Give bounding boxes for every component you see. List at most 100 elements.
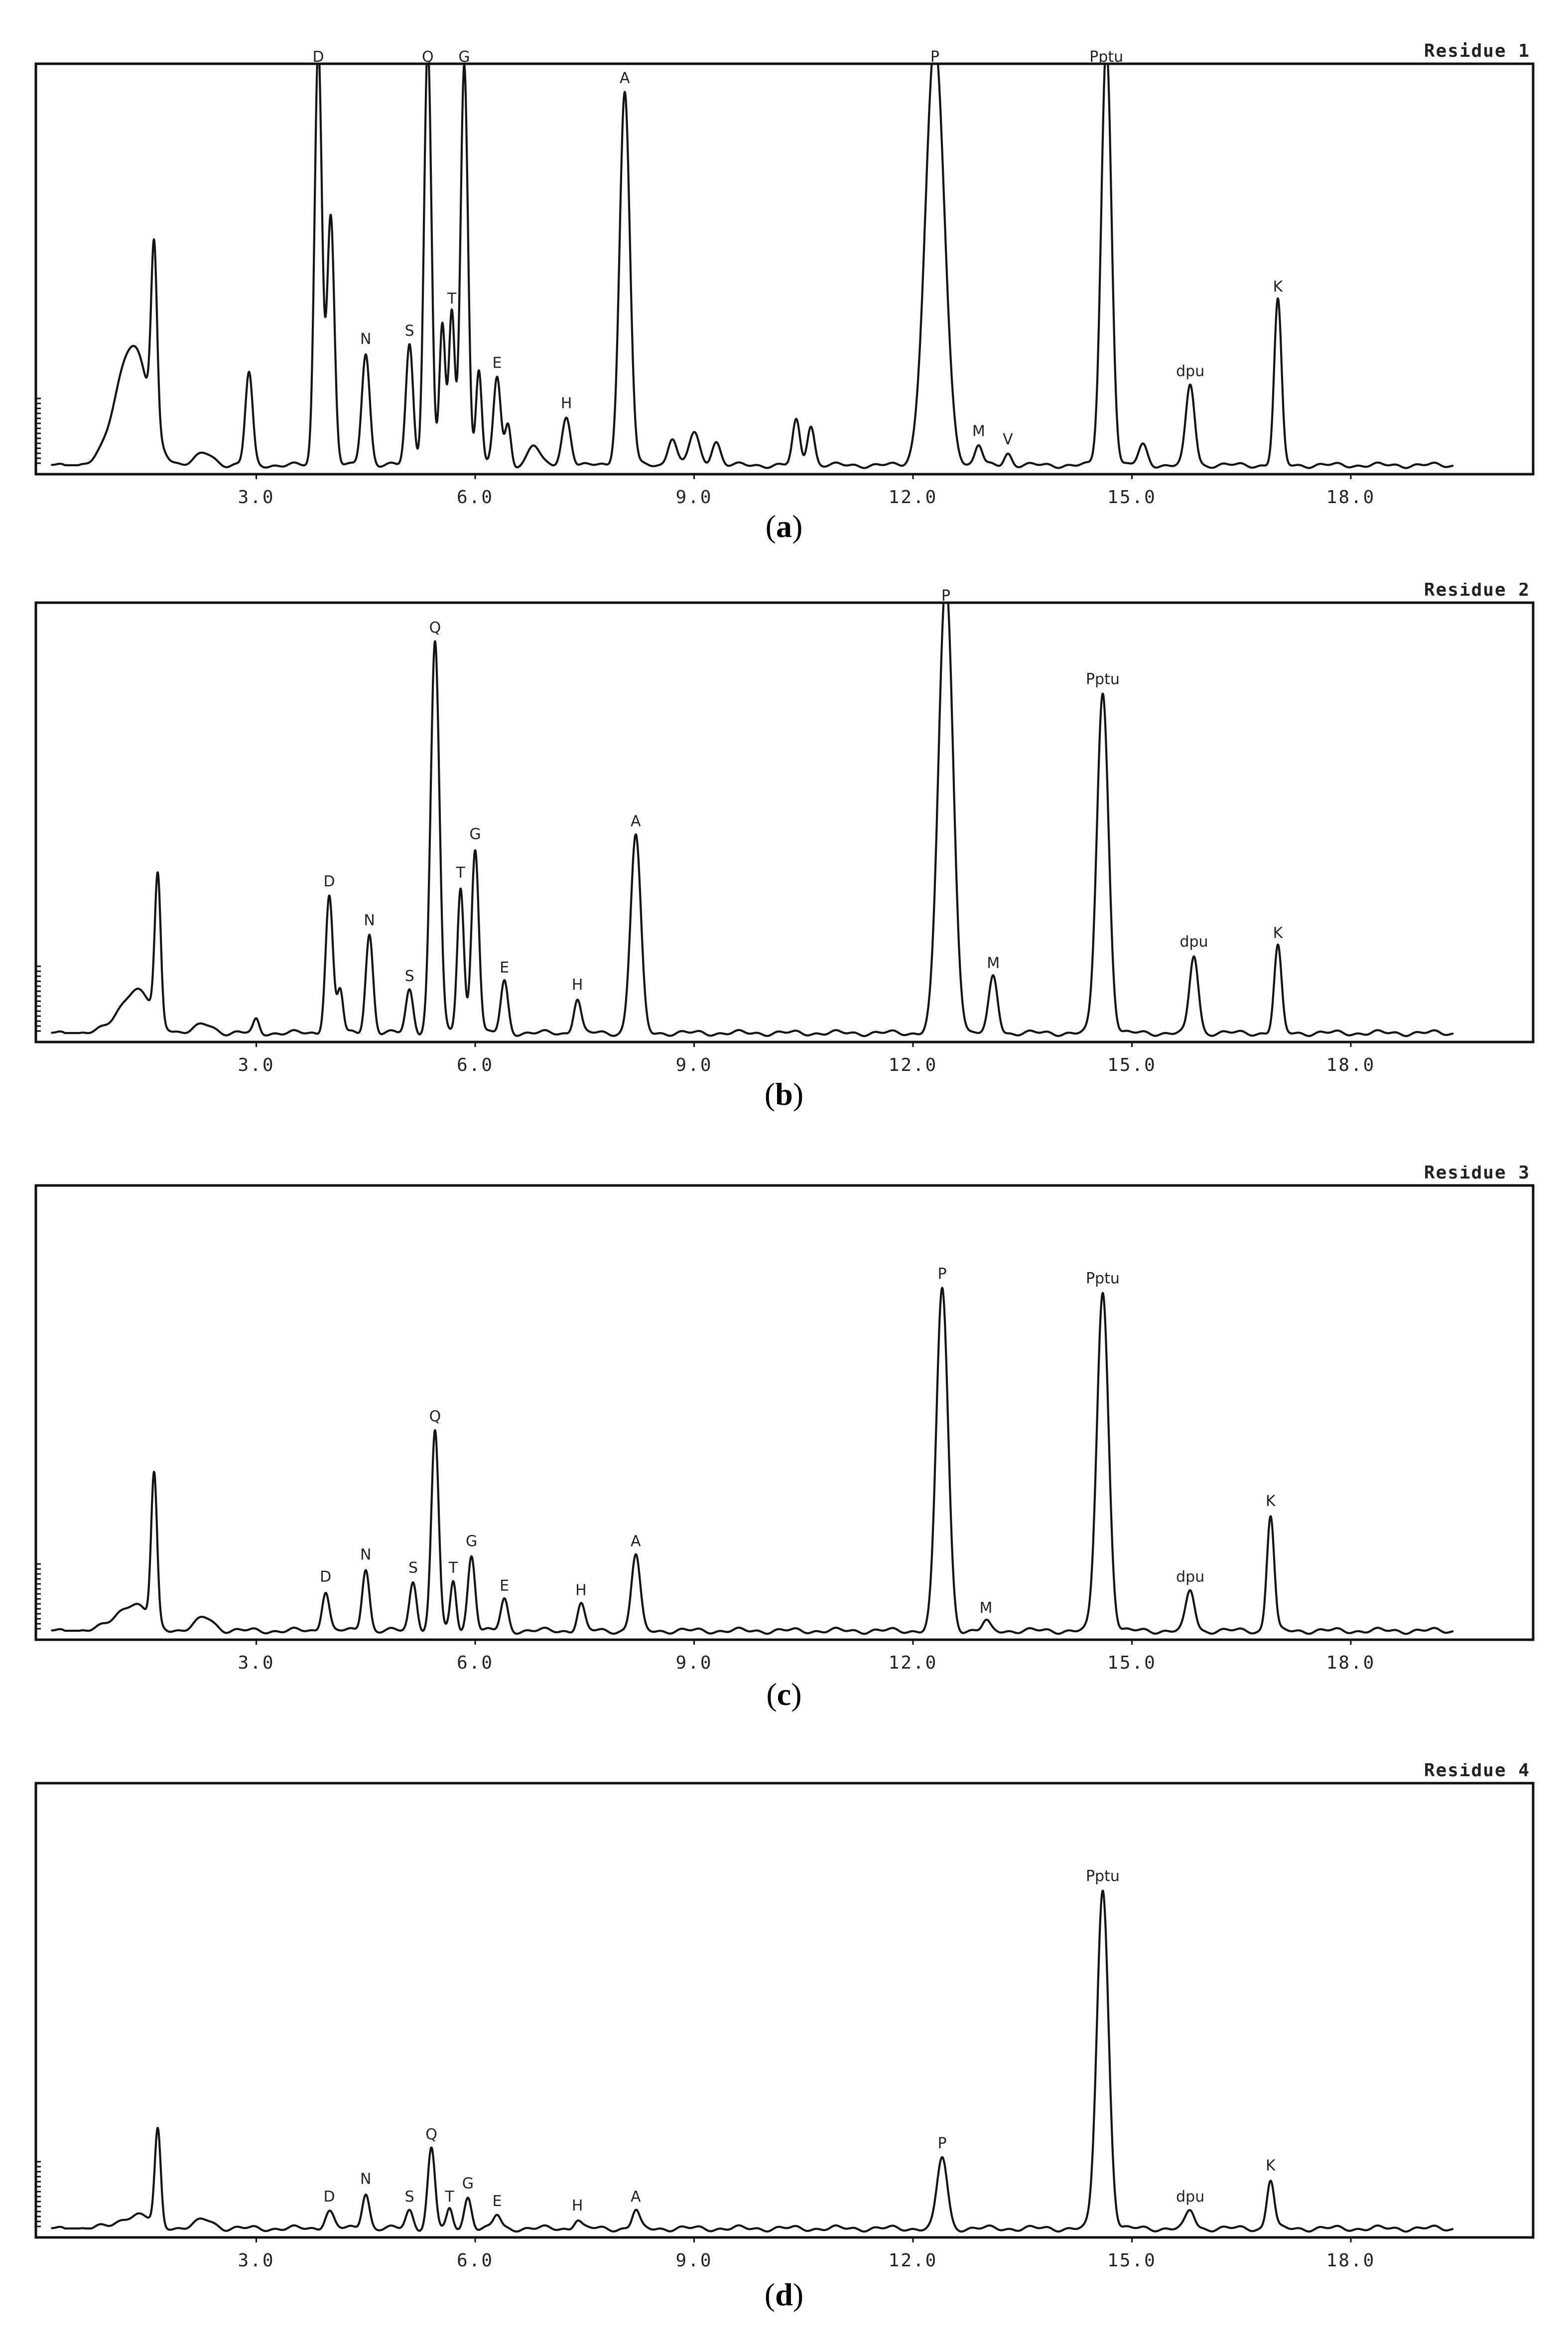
peak-label: D: [323, 873, 335, 891]
x-tick-label: 12.0: [889, 1055, 938, 1075]
peak-label: Pptu: [1086, 1270, 1120, 1288]
peak-label: N: [360, 1546, 371, 1564]
x-tick-label: 12.0: [889, 1653, 938, 1673]
chromatogram-panel-b: 3.0 6.0 9.0 12.0 15.0 18.0 Residue 2 D N S Q T G E H A P…: [0, 583, 1568, 1126]
x-tick-label: 12.0: [889, 2250, 938, 2271]
peak-label: Q: [425, 2126, 437, 2143]
x-tick-label: 9.0: [675, 1653, 712, 1673]
x-tick-label: 15.0: [1107, 2250, 1157, 2271]
peak-label: A: [631, 2188, 641, 2206]
chromatogram-trace: [51, 1889, 1454, 2233]
peak-label: A: [631, 813, 641, 830]
panel-letter: c: [777, 1677, 791, 1712]
panel-caption: (b): [764, 1076, 804, 1112]
x-tick-label: 18.0: [1326, 2250, 1376, 2271]
peak-label: dpu: [1176, 363, 1204, 380]
peak-label: T: [445, 2188, 455, 2206]
x-tick-label: 3.0: [238, 487, 274, 508]
peak-label: A: [631, 1533, 641, 1550]
x-tick-label: 9.0: [675, 2250, 712, 2271]
peak-label: P: [941, 587, 950, 605]
x-tick-label: 18.0: [1326, 1055, 1376, 1075]
peak-label: H: [575, 1581, 587, 1599]
panel-caption: (d): [764, 2277, 804, 2312]
peak-label: D: [312, 48, 324, 66]
peak-label: S: [405, 322, 414, 340]
x-tick-label: 3.0: [238, 2250, 274, 2271]
peak-label: K: [1273, 278, 1284, 296]
peak-label: N: [360, 330, 371, 348]
panel-caption: (c): [766, 1677, 802, 1712]
peak-label: G: [458, 48, 470, 66]
peak-label: Q: [429, 1408, 441, 1426]
peak-label: S: [405, 2188, 414, 2206]
x-tick-label: 6.0: [457, 2250, 494, 2271]
x-tick-label: 6.0: [457, 1653, 494, 1673]
panel-letter: d: [775, 2277, 793, 2312]
peak-label: dpu: [1176, 2188, 1204, 2206]
peak-label: S: [408, 1560, 418, 1577]
panel-caption: (a): [765, 509, 803, 544]
peak-label: H: [572, 976, 583, 994]
residue-title: Residue 1: [1424, 41, 1530, 61]
peak-label: K: [1266, 2157, 1276, 2175]
peak-label: A: [620, 69, 630, 87]
residue-title: Residue 2: [1424, 583, 1530, 600]
peak-label: M: [980, 1599, 993, 1617]
peak-label: Pptu: [1086, 1868, 1120, 1885]
residue-title: Residue 3: [1424, 1166, 1530, 1183]
peak-label: V: [1003, 431, 1013, 448]
peak-label: dpu: [1176, 1568, 1204, 1586]
x-tick-label: 18.0: [1326, 487, 1376, 508]
chromatogram-trace: [51, 1287, 1454, 1635]
peak-label: P: [938, 1266, 947, 1283]
x-tick-label: 12.0: [889, 487, 938, 508]
peak-label: T: [456, 864, 466, 882]
peak-label: D: [320, 1568, 331, 1586]
peak-label: Pptu: [1089, 48, 1123, 66]
x-tick-label: 6.0: [457, 487, 494, 508]
peak-label: E: [492, 2193, 502, 2210]
x-tick-label: 15.0: [1107, 487, 1157, 508]
chromatogram-plot: 3.0 6.0 9.0 12.0 15.0 18.0 Residue 3 D N S Q TG E H A P…: [34, 1166, 1535, 1673]
peak-label: P: [930, 48, 939, 66]
peak-label: S: [405, 968, 414, 985]
panel-letter: b: [775, 1076, 793, 1112]
peak-label: D: [323, 2188, 335, 2206]
peak-label: P: [938, 2135, 947, 2152]
peak-label: G: [469, 825, 481, 843]
x-tick-label: 18.0: [1326, 1653, 1376, 1673]
x-tick-label: 9.0: [675, 487, 712, 508]
peak-label: dpu: [1179, 933, 1208, 950]
x-tick-label: 6.0: [457, 1055, 494, 1075]
plot-frame: [34, 601, 1535, 1044]
peak-label: N: [364, 912, 375, 929]
peak-label: N: [360, 2170, 371, 2188]
plot-frame: [34, 62, 1535, 476]
peak-label: T: [447, 290, 457, 308]
x-tick-label: 3.0: [238, 1653, 274, 1673]
peak-label: E: [500, 1577, 509, 1594]
chromatogram-plot: 3.0 6.0 9.0 12.0 15.0 18.0 Residue 2 D N S Q T G E H A P…: [34, 583, 1535, 1075]
peak-label: H: [561, 394, 572, 412]
peak-label: K: [1273, 924, 1284, 942]
peak-label: Q: [422, 48, 434, 66]
plot-frame: [34, 1184, 1535, 1641]
peak-label: M: [972, 423, 985, 440]
peak-label: T: [448, 1560, 458, 1577]
chromatogram-panel-a: 3.0 6.0 9.0 12.0 15.0 18.0 Residue 1 D N S Q T G E H A P…: [0, 0, 1568, 558]
plot-frame: [34, 1782, 1535, 2239]
peak-label: H: [572, 2197, 583, 2215]
peak-label: Q: [429, 619, 441, 637]
peak-label: Pptu: [1086, 670, 1120, 688]
x-tick-label: 15.0: [1107, 1653, 1157, 1673]
peak-label: E: [500, 959, 509, 976]
peak-label: K: [1266, 1493, 1276, 1510]
x-tick-label: 3.0: [238, 1055, 274, 1075]
panel-letter: a: [776, 509, 792, 544]
chromatogram-trace: [51, 603, 1454, 1038]
chromatogram-plot: 3.0 6.0 9.0 12.0 15.0 18.0 Residue 1 D N S Q T G E H A P…: [34, 41, 1535, 508]
peak-label: G: [466, 1533, 477, 1550]
